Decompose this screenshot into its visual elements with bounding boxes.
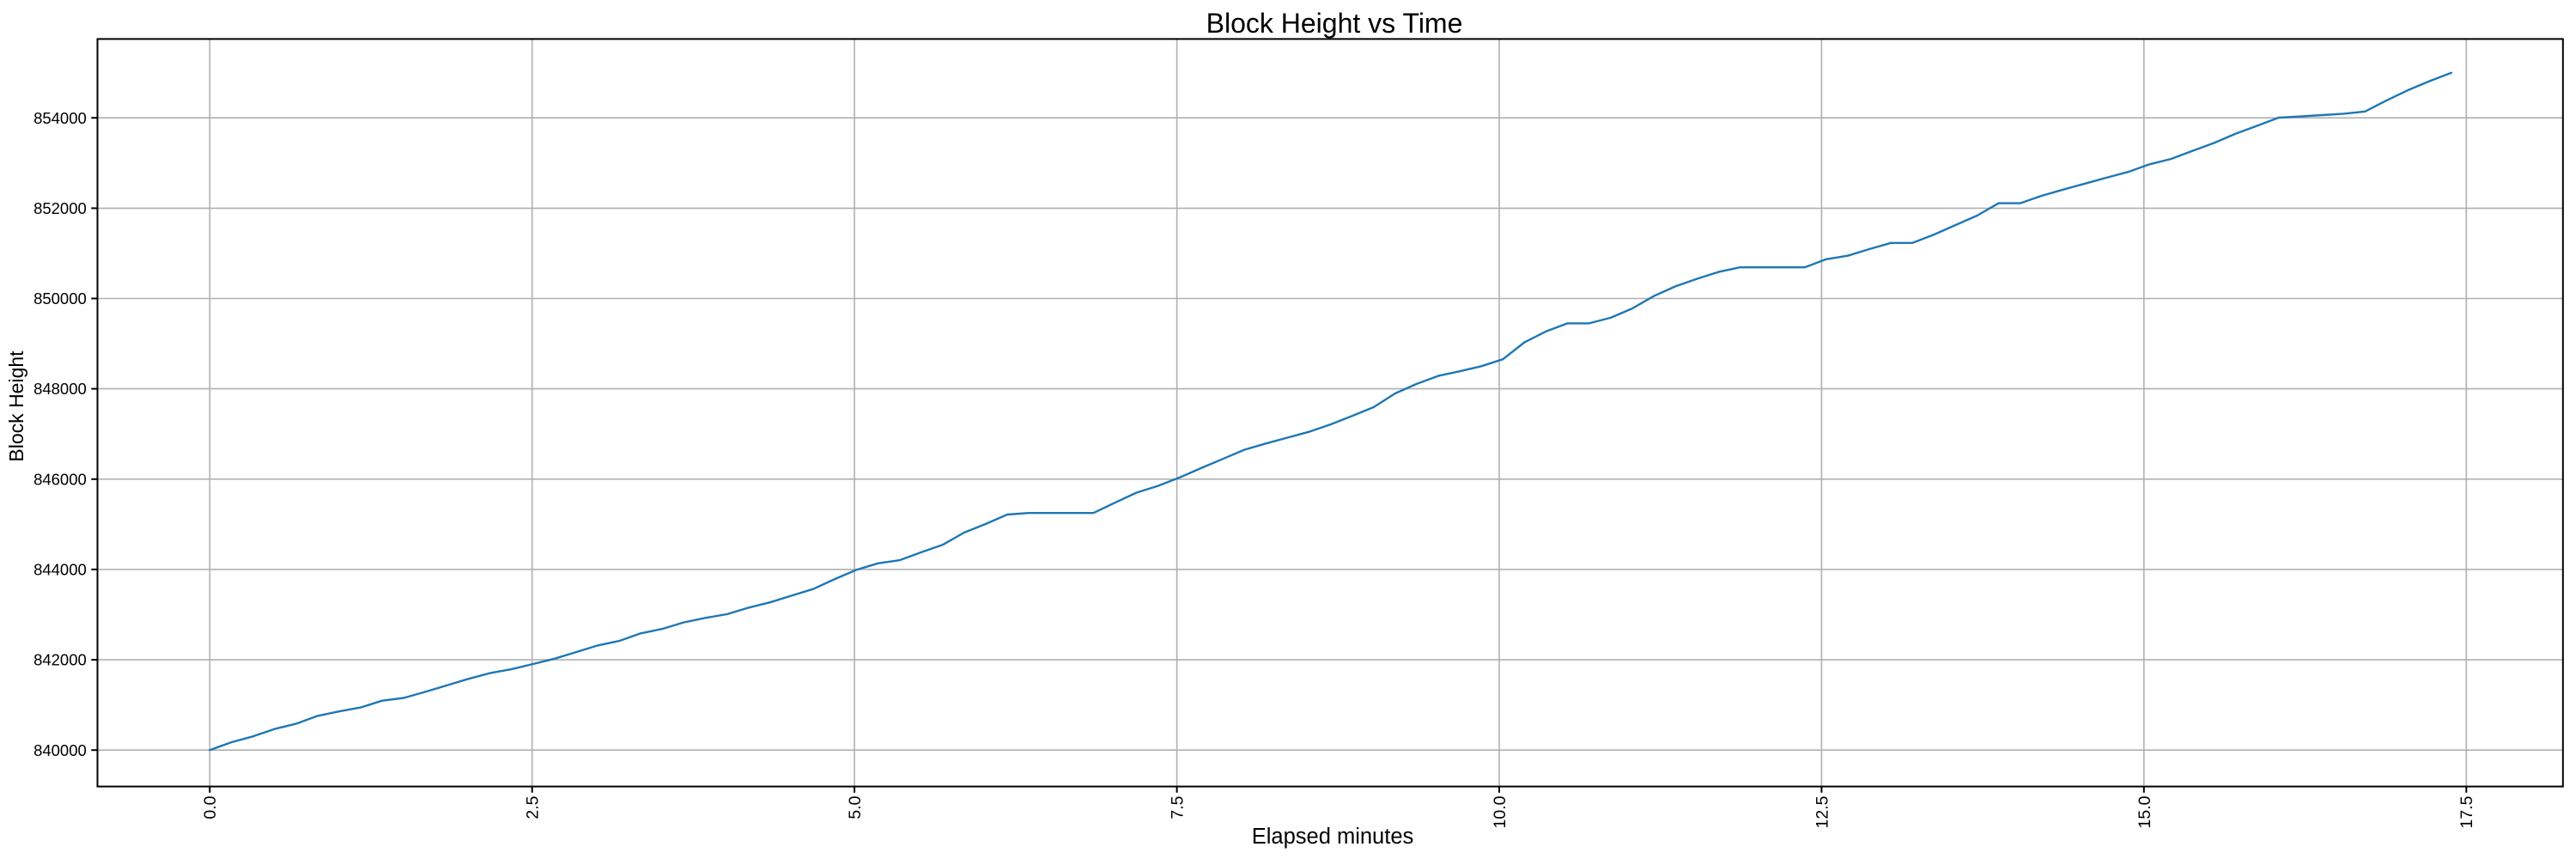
svg-text:12.5: 12.5 <box>1813 795 1832 828</box>
svg-text:840000: 840000 <box>33 741 87 759</box>
svg-text:854000: 854000 <box>33 109 87 127</box>
svg-text:Block Height: Block Height <box>5 350 27 462</box>
svg-text:5.0: 5.0 <box>846 795 865 819</box>
svg-text:842000: 842000 <box>33 651 87 669</box>
svg-text:848000: 848000 <box>33 380 87 398</box>
svg-text:844000: 844000 <box>33 561 87 579</box>
svg-text:17.5: 17.5 <box>2458 795 2476 828</box>
svg-text:15.0: 15.0 <box>2136 795 2154 828</box>
svg-text:10.0: 10.0 <box>1491 795 1510 828</box>
svg-text:850000: 850000 <box>33 289 87 308</box>
svg-text:846000: 846000 <box>33 470 87 488</box>
svg-text:Elapsed minutes: Elapsed minutes <box>1252 825 1414 849</box>
svg-text:852000: 852000 <box>33 199 87 217</box>
svg-text:2.5: 2.5 <box>524 795 543 819</box>
svg-text:7.5: 7.5 <box>1169 795 1188 819</box>
svg-text:Block Height vs Time: Block Height vs Time <box>1206 8 1463 39</box>
svg-text:0.0: 0.0 <box>201 795 220 819</box>
